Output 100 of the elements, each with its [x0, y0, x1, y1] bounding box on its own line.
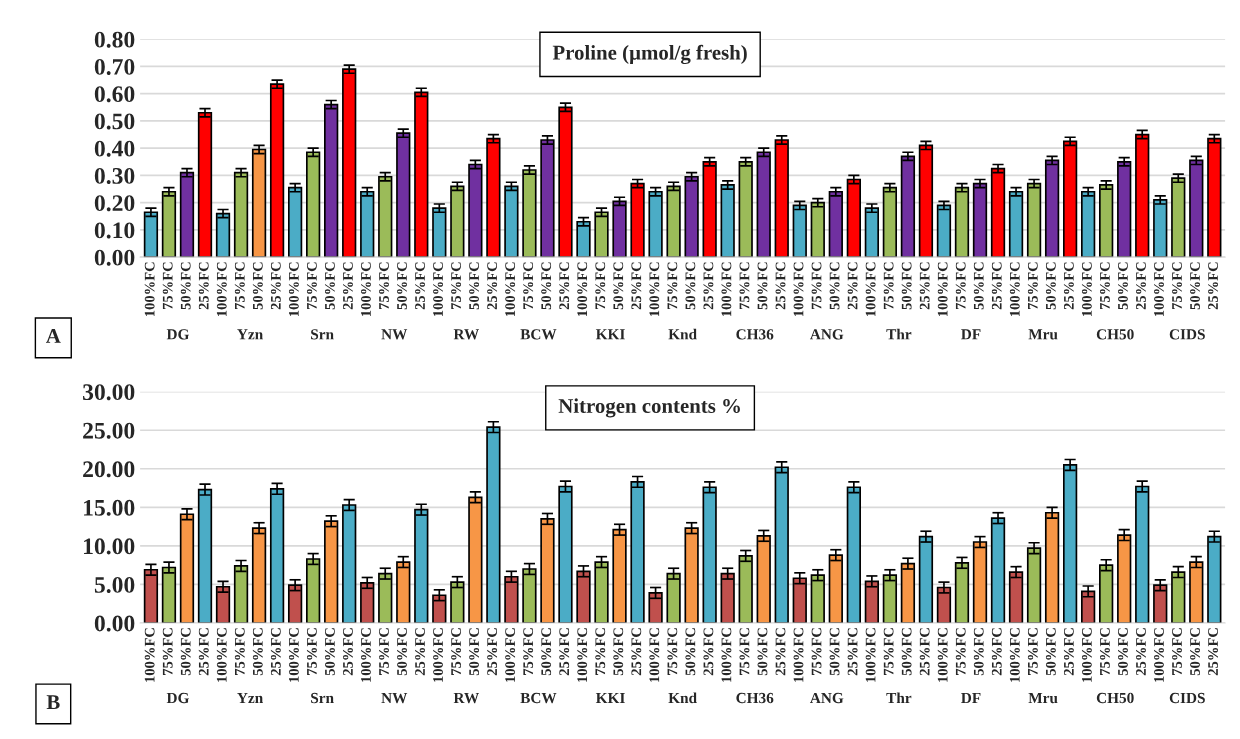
x-tick-label: 75%FC — [379, 628, 389, 675]
bar — [342, 504, 357, 623]
x-tick-label: 75%FC — [739, 262, 750, 310]
x-tick-label: 75%FC — [379, 262, 389, 310]
bar — [1008, 571, 1024, 623]
x-tick-label: 50%FC — [324, 262, 335, 310]
bar — [143, 211, 159, 258]
text: B — [46, 695, 60, 710]
y-tick-label: 0.00 — [94, 249, 135, 266]
x-tick-label: 75%FC — [306, 628, 317, 675]
bar — [522, 568, 537, 623]
bar — [1062, 464, 1078, 623]
bar — [936, 204, 952, 258]
x-tick-label: 50%FC — [757, 262, 768, 310]
text: DG — [166, 692, 190, 704]
bar — [396, 561, 411, 623]
x-tick-label: 100%FC — [505, 262, 516, 317]
bar — [1153, 199, 1168, 258]
x-tick-label: 100%FC — [216, 262, 227, 317]
y-tick-label: 5.00 — [94, 576, 135, 593]
bar — [738, 555, 753, 623]
x-tick-label: 100%FC — [721, 262, 732, 317]
bar — [648, 190, 663, 258]
x-tick-label: 100%FC — [649, 262, 660, 317]
x-tick-label: 100%FC — [144, 628, 155, 682]
bar — [1135, 133, 1150, 258]
bar — [774, 466, 789, 623]
x-tick-label: 25%FC — [775, 628, 786, 676]
bar — [197, 488, 213, 623]
bar — [1081, 190, 1096, 258]
bar — [179, 513, 195, 623]
bar — [1081, 590, 1096, 623]
bar — [1008, 190, 1024, 258]
x-tick-label: 50%FC — [829, 262, 840, 310]
x-tick-label: 50%FC — [180, 262, 191, 310]
bar — [1189, 561, 1204, 623]
x-tick-label: 25%FC — [919, 628, 930, 676]
x-tick-label: 100%FC — [216, 628, 227, 682]
x-tick-label: 100%FC — [433, 262, 443, 317]
bar — [1117, 160, 1132, 258]
x-tick-label: 100%FC — [1154, 262, 1164, 317]
bar — [1207, 137, 1222, 258]
text: Yzn — [237, 692, 263, 703]
x-tick-label: 75%FC — [306, 262, 317, 310]
bar — [666, 572, 681, 623]
x-tick-label: 25%FC — [1136, 262, 1146, 310]
x-tick-label: 100%FC — [865, 262, 876, 317]
x-tick-label: 25%FC — [198, 628, 209, 676]
x-tick-label: 100%FC — [1154, 628, 1164, 682]
x-tick-label: 50%FC — [613, 262, 624, 310]
bar — [558, 485, 573, 623]
bar — [1171, 177, 1186, 258]
bar — [846, 178, 861, 258]
x-tick-label: 75%FC — [955, 628, 966, 675]
x-tick-label: 25%FC — [919, 262, 930, 310]
bar — [287, 186, 303, 258]
x-tick-label: 50%FC — [613, 628, 624, 676]
bar — [468, 496, 483, 623]
bar — [1026, 182, 1042, 258]
bar — [810, 201, 825, 258]
bar — [504, 185, 519, 258]
bar — [360, 582, 375, 623]
bar — [1044, 511, 1060, 623]
text: KKI — [595, 329, 625, 340]
text: Srn — [311, 329, 334, 340]
bar — [684, 527, 699, 623]
x-tick-label: 100%FC — [937, 628, 948, 682]
bar — [504, 575, 519, 623]
text: BCW — [520, 692, 557, 704]
x-tick-label: 25%FC — [631, 262, 642, 310]
bar — [648, 592, 663, 623]
x-tick-label: 100%FC — [937, 262, 948, 317]
bar — [1026, 547, 1042, 623]
x-tick-label: 75%FC — [234, 262, 245, 310]
text: A — [46, 329, 61, 343]
bar — [306, 558, 321, 623]
bar — [702, 160, 717, 258]
bar — [233, 565, 249, 623]
text: Thr — [886, 692, 912, 703]
text: Mru — [1028, 329, 1058, 340]
x-tick-label: 75%FC — [162, 262, 173, 310]
x-tick-label: 25%FC — [559, 262, 570, 310]
x-tick-label: 75%FC — [1172, 628, 1182, 675]
x-tick-label: 25%FC — [1208, 628, 1218, 676]
bar — [540, 139, 555, 258]
bar — [233, 171, 249, 258]
bar — [774, 139, 789, 258]
bar — [846, 486, 861, 623]
bar — [828, 554, 843, 623]
x-tick-label: 25%FC — [775, 262, 786, 310]
text: ANG — [809, 692, 844, 704]
text: Mru — [1028, 692, 1058, 704]
x-tick-label: 25%FC — [559, 628, 570, 676]
x-tick-label: 75%FC — [523, 628, 534, 675]
chart-title: Proline (µmol/g fresh) — [552, 44, 747, 65]
x-tick-label: 50%FC — [757, 628, 768, 676]
y-tick-label: 0.80 — [94, 31, 135, 48]
x-tick-label: 75%FC — [595, 262, 606, 310]
bar — [900, 155, 916, 258]
x-tick-label: 100%FC — [721, 628, 732, 682]
